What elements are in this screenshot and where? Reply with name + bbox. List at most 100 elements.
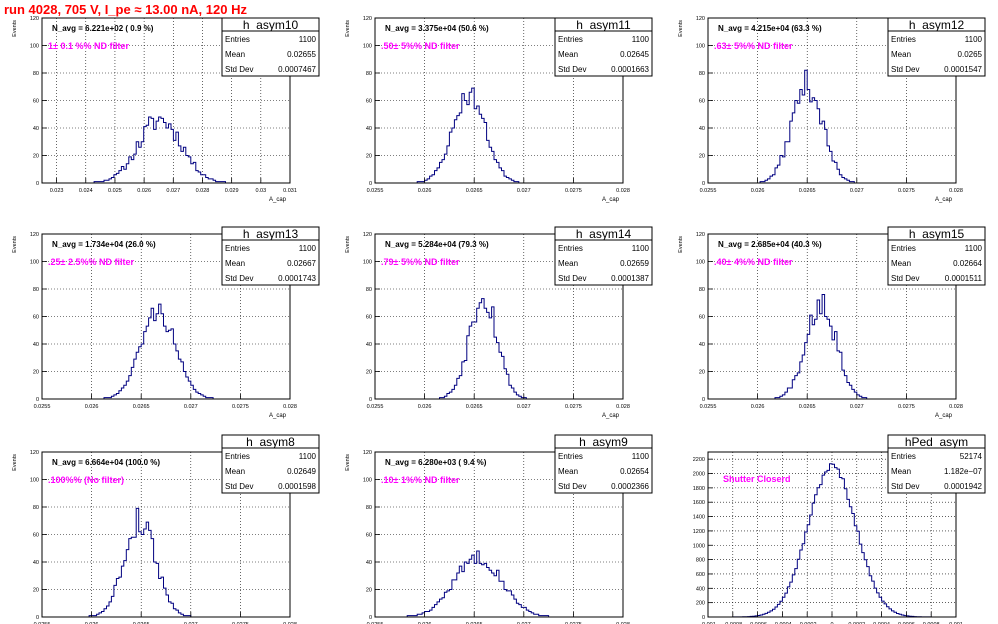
- y-tick-label: 120: [30, 450, 39, 456]
- x-tick-label: 0.026: [85, 404, 99, 410]
- y-tick-label: 120: [30, 16, 39, 22]
- y-tick-label: 800: [696, 558, 705, 564]
- stats-box: [221, 17, 320, 77]
- stats-label-entries: Entries: [558, 35, 583, 44]
- y-tick-label: 100: [696, 260, 705, 266]
- y-tick-label: 1000: [693, 543, 705, 549]
- y-tick-label: 600: [696, 572, 705, 578]
- x-axis-title: A_cap: [935, 413, 953, 419]
- x-tick-label: 0.0004: [873, 622, 890, 624]
- stats-value-mean: 0.0265: [958, 50, 983, 59]
- y-tick-label: 40: [33, 126, 39, 132]
- y-tick-label: 1200: [693, 529, 705, 535]
- y-tick-label: 20: [366, 154, 372, 160]
- histogram-line: [708, 463, 956, 618]
- x-tick-label: 0.029: [225, 188, 239, 194]
- x-tick-label: 0.028: [949, 404, 963, 410]
- y-tick-label: 40: [699, 126, 705, 132]
- y-axis-title: Events: [345, 454, 351, 471]
- x-tick-label: 0.031: [283, 188, 297, 194]
- x-tick-label: 0.027: [517, 622, 531, 624]
- stats-label-entries: Entries: [891, 452, 916, 461]
- y-tick-label: 60: [366, 533, 372, 539]
- stats-value-entries: 52174: [960, 452, 983, 461]
- y-tick-label: 80: [699, 71, 705, 77]
- y-axis-title: Events: [345, 20, 351, 37]
- x-tick-label: 0.026: [418, 188, 432, 194]
- stats-label-mean: Mean: [225, 50, 245, 59]
- y-tick-label: 40: [699, 342, 705, 348]
- y-tick-label: 100: [363, 478, 372, 484]
- navg-label: N_avg = 1.734e+04 (26.0 %): [52, 240, 156, 249]
- y-tick-label: 0: [369, 615, 372, 621]
- histogram-line: [375, 298, 623, 400]
- x-tick-label: 0.0275: [232, 404, 249, 410]
- x-tick-label: 0.0265: [133, 404, 150, 410]
- stats-value-mean: 0.02667: [287, 259, 316, 268]
- y-tick-label: 120: [363, 232, 372, 238]
- x-tick-label: 0.0265: [466, 622, 483, 624]
- x-tick-label: 0.0265: [466, 404, 483, 410]
- stats-value-entries: 1100: [299, 452, 317, 461]
- filter-annotation: .50± 5%% ND filter: [381, 41, 460, 51]
- filter-annotation: .79± 5%% ND filter: [381, 257, 460, 267]
- x-tick-label: 0.0255: [700, 188, 717, 194]
- navg-label: N_avg = 3.375e+04 (50.6 %): [385, 24, 489, 33]
- x-tick-label: 0.0275: [232, 622, 249, 624]
- filter-annotation: .25± 2.5%% ND filter: [48, 257, 134, 267]
- stats-label-mean: Mean: [225, 259, 245, 268]
- x-axis-title: A_cap: [269, 197, 287, 203]
- y-tick-label: 120: [30, 232, 39, 238]
- x-tick-label: 0.0255: [367, 404, 384, 410]
- histogram-line: [708, 69, 956, 184]
- x-tick-label: 0.03: [255, 188, 266, 194]
- stats-value-entries: 1100: [632, 452, 650, 461]
- stats-label-mean: Mean: [558, 467, 578, 476]
- filter-annotation: .40± 4%% ND filter: [714, 257, 793, 267]
- stats-label-mean: Mean: [225, 467, 245, 476]
- y-tick-label: 2000: [693, 472, 705, 478]
- stats-title: h_asym10: [243, 18, 299, 32]
- x-tick-label: 0.028: [283, 404, 297, 410]
- x-tick-label: -0.0008: [723, 622, 742, 624]
- y-tick-label: 120: [696, 16, 705, 22]
- stats-title: h_asym8: [246, 435, 295, 449]
- x-tick-label: 0.0265: [799, 188, 816, 194]
- y-tick-label: 0: [369, 397, 372, 403]
- stats-value-mean: 0.02655: [287, 50, 316, 59]
- y-tick-label: 100: [363, 260, 372, 266]
- y-tick-label: 0: [702, 397, 705, 403]
- stats-label-entries: Entries: [891, 35, 916, 44]
- x-tick-label: 0.025: [108, 188, 122, 194]
- stats-box: [887, 434, 986, 494]
- y-axis-title: Events: [12, 236, 18, 253]
- x-tick-label: 0.027: [184, 622, 198, 624]
- stats-label-mean: Mean: [558, 259, 578, 268]
- stats-label-std: Std Dev: [558, 482, 586, 491]
- y-tick-label: 40: [366, 560, 372, 566]
- x-tick-label: 0.026: [85, 622, 99, 624]
- x-tick-label: -0.001: [700, 622, 716, 624]
- stats-label-entries: Entries: [225, 244, 250, 253]
- y-tick-label: 200: [696, 601, 705, 607]
- x-tick-label: 0.001: [949, 622, 963, 624]
- x-tick-label: 0.0265: [466, 188, 483, 194]
- x-tick-label: 0.024: [79, 188, 93, 194]
- y-tick-label: 0: [702, 615, 705, 621]
- y-tick-label: 40: [366, 126, 372, 132]
- x-tick-label: 0.0255: [700, 404, 717, 410]
- x-tick-label: 0.0265: [799, 404, 816, 410]
- stats-title: h_asym9: [579, 435, 628, 449]
- stats-label-std: Std Dev: [225, 65, 253, 74]
- x-axis-title: A_cap: [269, 413, 287, 419]
- stats-label-entries: Entries: [558, 452, 583, 461]
- stats-label-mean: Mean: [558, 50, 578, 59]
- y-tick-label: 0: [702, 181, 705, 187]
- x-tick-label: 0.0275: [565, 622, 582, 624]
- stats-label-std: Std Dev: [891, 482, 919, 491]
- y-tick-label: 0: [36, 615, 39, 621]
- y-tick-label: 60: [33, 533, 39, 539]
- stats-value-entries: 1100: [965, 244, 983, 253]
- x-tick-label: 0.026: [418, 622, 432, 624]
- y-tick-label: 20: [699, 154, 705, 160]
